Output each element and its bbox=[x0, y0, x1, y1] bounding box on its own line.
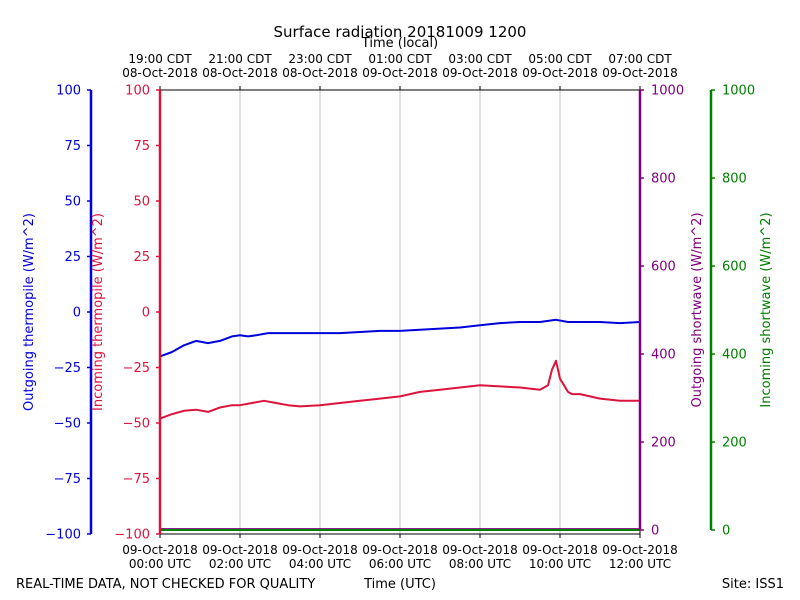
y-tick-label: −75 bbox=[123, 472, 150, 487]
y-axis-label: Incoming shortwave (W/m^2) bbox=[759, 212, 774, 407]
y-tick-label: 600 bbox=[722, 260, 747, 275]
grid bbox=[239, 90, 561, 534]
y-axis-label: Outgoing shortwave (W/m^2) bbox=[690, 212, 705, 407]
series-line-outgoing-thermopile bbox=[159, 318, 641, 358]
y-axes: −100 −75 −50 −25 0 25 50 75 100 Outgoing thermopi… bbox=[22, 84, 774, 543]
top-tick-label-time: 23:00 CDT bbox=[288, 52, 352, 66]
top-tick-label-date: 09-Oct-2018 bbox=[362, 66, 438, 80]
top-tick-label-time: 01:00 CDT bbox=[368, 52, 432, 66]
top-tick-label-date: 09-Oct-2018 bbox=[442, 66, 518, 80]
y-tick-label: −75 bbox=[54, 472, 81, 487]
top-tick-label-time: 05:00 CDT bbox=[528, 52, 592, 66]
x-tick-label-date: 09-Oct-2018 bbox=[202, 543, 278, 557]
y-tick-label: 0 bbox=[142, 306, 150, 321]
top-axis-label: Time (local) bbox=[361, 36, 438, 51]
x-tick-label-time: 06:00 UTC bbox=[369, 557, 431, 571]
y-tick-label: 0 bbox=[651, 524, 659, 539]
y-tick-label: 1000 bbox=[722, 84, 755, 99]
y-tick-label: 75 bbox=[133, 139, 150, 154]
y-tick-label: 800 bbox=[651, 172, 676, 187]
x-tick-label-date: 09-Oct-2018 bbox=[122, 543, 198, 557]
outgoing-thermopile-axis: −100 −75 −50 −25 0 25 50 75 100 Outgoing thermopi… bbox=[22, 84, 93, 543]
y-tick-label: −50 bbox=[54, 417, 81, 432]
top-tick-label-time: 03:00 CDT bbox=[448, 52, 512, 66]
y-axis-label: Outgoing thermopile (W/m^2) bbox=[22, 213, 37, 411]
top-tick-label-date: 08-Oct-2018 bbox=[122, 66, 198, 80]
outgoing-shortwave-axis: 0 200 400 600 800 1000 Outgoing shortwave (W/m… bbox=[638, 84, 705, 539]
x-tick-label-time: 10:00 UTC bbox=[529, 557, 591, 571]
chart-title: Surface radiation 20181009 1200 bbox=[274, 23, 527, 41]
y-tick-label: 50 bbox=[64, 195, 81, 210]
x-tick-label-time: 12:00 UTC bbox=[609, 557, 671, 571]
incoming-shortwave-axis: 0 200 400 600 800 1000 Incoming shortwave (W/m… bbox=[709, 84, 774, 539]
footer-quality-note: REAL-TIME DATA, NOT CHECKED FOR QUALITY bbox=[16, 577, 315, 592]
top-tick-label-time: 21:00 CDT bbox=[208, 52, 272, 66]
x-tick-label-time: 04:00 UTC bbox=[289, 557, 351, 571]
y-tick-label: 25 bbox=[133, 250, 150, 265]
x-tick-label-date: 09-Oct-2018 bbox=[522, 543, 598, 557]
series-line-incoming-thermopile bbox=[159, 359, 640, 420]
y-tick-label: 400 bbox=[651, 348, 676, 363]
y-tick-label: 400 bbox=[722, 348, 747, 363]
y-tick-label: 600 bbox=[651, 260, 676, 275]
y-axis-label: Incoming thermopile (W/m^2) bbox=[91, 213, 106, 411]
x-tick-label-time: 00:00 UTC bbox=[129, 557, 191, 571]
y-tick-label: 200 bbox=[722, 436, 747, 451]
incoming-thermopile-axis: −100 −75 −50 −25 0 25 50 75 100 Incoming thermopi… bbox=[91, 84, 162, 543]
top-tick-label-date: 09-Oct-2018 bbox=[602, 66, 678, 80]
x-tick-label-date: 09-Oct-2018 bbox=[442, 543, 518, 557]
y-tick-label: 50 bbox=[133, 195, 150, 210]
bottom-axis-label: Time (UTC) bbox=[363, 577, 436, 592]
y-tick-label: 0 bbox=[722, 524, 730, 539]
y-tick-label: 75 bbox=[64, 139, 81, 154]
y-tick-label: 100 bbox=[125, 84, 150, 99]
series-group bbox=[159, 318, 641, 531]
y-tick-label: 800 bbox=[722, 172, 747, 187]
y-tick-label: 0 bbox=[73, 306, 81, 321]
x-tick-label-time: 02:00 UTC bbox=[209, 557, 271, 571]
footer-site: Site: ISS1 bbox=[722, 577, 784, 592]
x-tick-label-date: 09-Oct-2018 bbox=[602, 543, 678, 557]
x-tick-label-time: 08:00 UTC bbox=[449, 557, 511, 571]
top-tick-label-time: 07:00 CDT bbox=[608, 52, 672, 66]
y-tick-label: 100 bbox=[56, 84, 81, 99]
x-tick-label-date: 09-Oct-2018 bbox=[282, 543, 358, 557]
y-tick-label: −25 bbox=[54, 361, 81, 376]
y-tick-label: −50 bbox=[123, 417, 150, 432]
y-tick-label: 200 bbox=[651, 436, 676, 451]
top-tick-label-time: 19:00 CDT bbox=[128, 52, 192, 66]
top-tick-label-date: 08-Oct-2018 bbox=[282, 66, 358, 80]
top-tick-label-date: 08-Oct-2018 bbox=[202, 66, 278, 80]
y-tick-label: −25 bbox=[123, 361, 150, 376]
y-tick-label: 25 bbox=[64, 250, 81, 265]
top-tick-label-date: 09-Oct-2018 bbox=[522, 66, 598, 80]
x-tick-label-date: 09-Oct-2018 bbox=[362, 543, 438, 557]
y-tick-label: −100 bbox=[114, 528, 150, 543]
y-tick-label: 1000 bbox=[651, 84, 684, 99]
y-tick-label: −100 bbox=[45, 528, 81, 543]
